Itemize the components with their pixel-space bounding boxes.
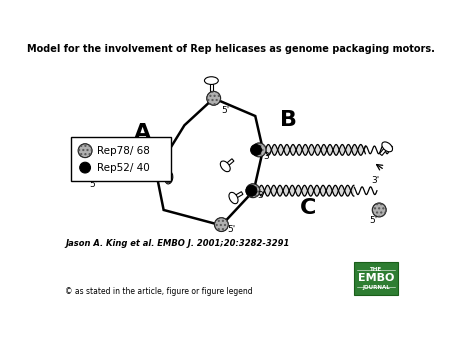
Bar	[354, 262, 399, 295]
Text: 3': 3'	[264, 152, 272, 161]
Text: EMBO: EMBO	[358, 273, 394, 283]
Circle shape	[215, 218, 228, 232]
Text: © as stated in the article, figure or figure legend: © as stated in the article, figure or fi…	[65, 287, 253, 296]
Circle shape	[246, 184, 260, 198]
Text: C: C	[299, 198, 316, 218]
Bar	[233, 192, 243, 199]
Circle shape	[152, 166, 163, 177]
Text: 5': 5'	[221, 106, 230, 115]
Text: Rep78/ 68: Rep78/ 68	[97, 146, 150, 156]
Text: 3': 3'	[372, 176, 380, 185]
Bar	[71, 137, 171, 182]
Ellipse shape	[204, 77, 218, 84]
Ellipse shape	[382, 142, 392, 152]
Text: 5': 5'	[90, 180, 98, 189]
Ellipse shape	[220, 161, 230, 172]
Circle shape	[246, 185, 257, 196]
Ellipse shape	[165, 172, 173, 184]
Bar	[210, 80, 213, 91]
Text: 3': 3'	[257, 192, 266, 200]
Circle shape	[252, 143, 266, 157]
Circle shape	[251, 145, 261, 155]
Text: Rep52/ 40: Rep52/ 40	[97, 163, 150, 173]
Circle shape	[207, 91, 220, 105]
Text: B: B	[280, 110, 297, 130]
Circle shape	[372, 203, 386, 217]
Circle shape	[72, 167, 86, 181]
Bar	[159, 174, 169, 179]
Text: JOURNAL: JOURNAL	[362, 285, 390, 290]
Circle shape	[78, 144, 92, 158]
Text: 5': 5'	[369, 216, 377, 225]
Bar	[380, 146, 388, 155]
Text: 5': 5'	[228, 225, 236, 234]
Circle shape	[80, 162, 90, 173]
Text: Jason A. King et al. EMBO J. 2001;20:3282-3291: Jason A. King et al. EMBO J. 2001;20:328…	[65, 239, 289, 248]
Bar	[224, 159, 234, 168]
Text: A: A	[134, 123, 151, 143]
Text: 3': 3'	[165, 176, 173, 185]
Text: THE: THE	[370, 267, 382, 272]
Text: Model for the involvement of Rep helicases as genome packaging motors.: Model for the involvement of Rep helicas…	[27, 44, 435, 54]
Ellipse shape	[229, 192, 238, 204]
